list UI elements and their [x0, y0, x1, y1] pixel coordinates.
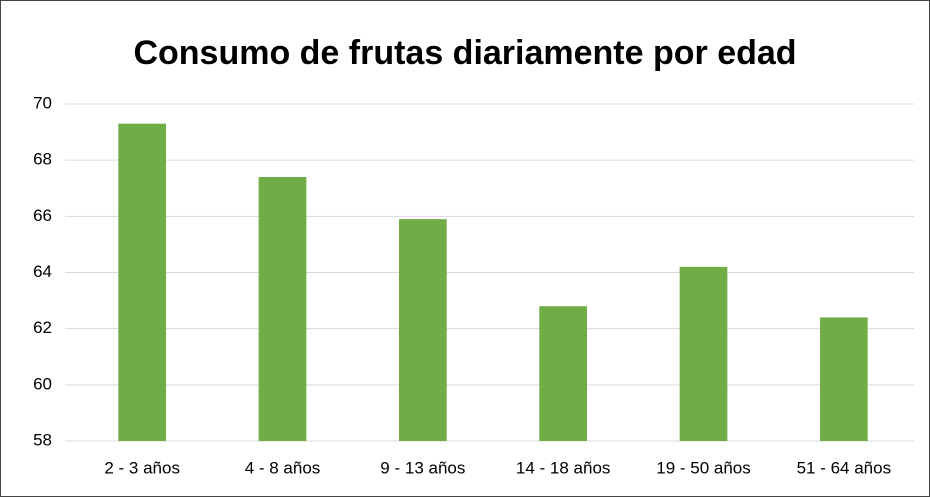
- chart-title: Consumo de frutas diariamente por edad: [133, 34, 796, 72]
- y-tick-label: 60: [33, 374, 52, 393]
- x-tick-label: 4 - 8 años: [245, 458, 321, 477]
- y-tick-label: 58: [33, 430, 52, 449]
- y-tick-label: 62: [33, 318, 52, 337]
- x-tick-label: 51 - 64 años: [797, 458, 892, 477]
- bar: [539, 306, 588, 441]
- x-tick-label: 2 - 3 años: [104, 458, 180, 477]
- bar: [118, 123, 167, 442]
- y-tick-label: 66: [33, 206, 52, 225]
- x-tick-label: 19 - 50 años: [656, 458, 751, 477]
- y-tick-label: 68: [33, 150, 52, 169]
- x-tick-label: 9 - 13 años: [380, 458, 465, 477]
- y-tick-label: 64: [33, 262, 52, 281]
- bar: [679, 266, 728, 441]
- bar: [398, 219, 447, 441]
- bar: [819, 317, 868, 441]
- x-tick-label: 14 - 18 años: [516, 458, 611, 477]
- bar: [258, 177, 307, 441]
- y-tick-label: 70: [33, 93, 52, 112]
